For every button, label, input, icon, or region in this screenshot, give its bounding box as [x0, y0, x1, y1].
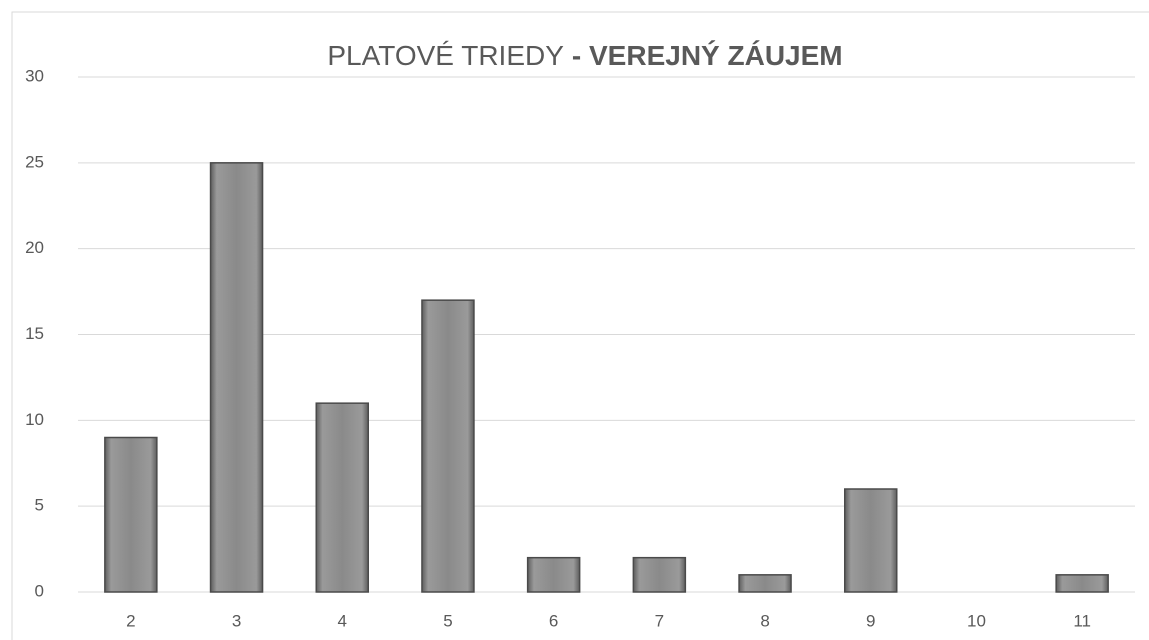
bar: [632, 556, 687, 593]
y-tick-label: 15: [25, 324, 44, 343]
bar: [104, 436, 158, 593]
y-tick-label: 0: [35, 581, 44, 600]
title-text: PLATOVÉ TRIEDY: [327, 40, 564, 71]
y-tick-label: 10: [25, 410, 44, 429]
bar: [421, 299, 475, 593]
x-tick-label: 7: [655, 611, 664, 630]
title-emphasis: - VEREJNÝ ZÁUJEM: [572, 40, 843, 71]
y-tick-label: 20: [25, 238, 44, 257]
x-tick-label: 10: [967, 611, 986, 630]
x-tick-label: 8: [760, 611, 769, 630]
y-tick-label: 5: [35, 496, 44, 515]
bar: [209, 162, 264, 593]
bar: [1055, 574, 1109, 593]
x-tick-label: 9: [866, 611, 875, 630]
bar: [738, 574, 792, 593]
y-tick-label: 25: [25, 152, 44, 171]
x-tick-label: 3: [232, 611, 241, 630]
chart-title: PLATOVÉ TRIEDY - VEREJNÝ ZÁUJEM: [327, 40, 842, 71]
chart-frame: [11, 11, 1149, 640]
bar: [315, 402, 369, 593]
x-tick-label: 2: [126, 611, 135, 630]
x-tick-label: 6: [549, 611, 558, 630]
y-tick-label: 30: [25, 66, 44, 85]
x-tick-label: 5: [443, 611, 452, 630]
bar: [844, 488, 898, 593]
x-tick-label: 4: [338, 611, 347, 630]
bar: [526, 556, 581, 593]
x-tick-label: 11: [1073, 611, 1091, 630]
